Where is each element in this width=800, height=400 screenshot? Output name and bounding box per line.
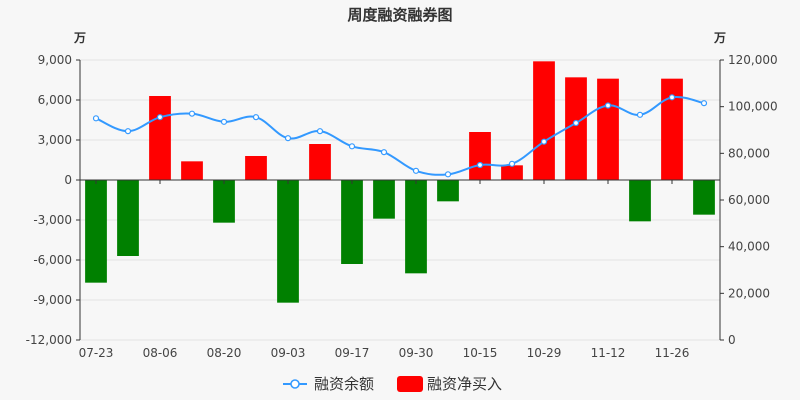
bar xyxy=(693,180,715,215)
line-point xyxy=(188,110,196,117)
right-tick-label: 120,000 xyxy=(728,53,778,67)
left-tick-label: 9,000 xyxy=(38,53,72,67)
line-point xyxy=(508,160,516,167)
bar xyxy=(85,180,107,283)
x-tick-label: 07-23 xyxy=(79,346,114,360)
bar xyxy=(309,144,331,180)
line-point xyxy=(476,161,484,169)
left-tick-label: -12,000 xyxy=(26,333,72,347)
right-tick-label: 20,000 xyxy=(728,286,770,300)
bar xyxy=(117,180,139,256)
right-tick-label: 60,000 xyxy=(728,193,770,207)
bar xyxy=(373,180,395,219)
line-point xyxy=(604,102,612,109)
left-tick-label: 0 xyxy=(64,173,72,187)
right-tick-label: 100,000 xyxy=(728,100,778,114)
legend-line-dot xyxy=(290,379,300,389)
bar xyxy=(277,180,299,303)
line-point xyxy=(668,94,676,101)
bar xyxy=(245,156,267,180)
grid-layer xyxy=(80,59,720,341)
x-tick-label: 11-26 xyxy=(655,346,690,360)
line-point xyxy=(348,143,356,150)
x-tick-label: 10-29 xyxy=(527,346,562,360)
line-point xyxy=(412,167,420,174)
legend[interactable]: 融资余额 融资净买入 xyxy=(283,375,502,393)
legend-label-net-buy: 融资净买入 xyxy=(427,375,502,393)
right-axis-unit: 万 xyxy=(713,31,726,45)
right-tick-label: 0 xyxy=(728,333,736,347)
left-tick-label: 6,000 xyxy=(38,93,72,107)
bar xyxy=(533,61,555,181)
bar xyxy=(341,180,363,264)
bar xyxy=(501,165,523,180)
bar xyxy=(213,180,235,223)
left-tick-label: 3,000 xyxy=(38,133,72,147)
right-tick-label: 80,000 xyxy=(728,146,770,160)
line-point xyxy=(316,128,324,135)
bar xyxy=(629,180,651,222)
line-point xyxy=(220,118,228,125)
axes-layer: -12,000 -9,000 -6,000 -3,000 0 3,000 6,000 9,00… xyxy=(26,53,778,360)
bar xyxy=(661,78,683,180)
x-tick-label: 08-06 xyxy=(143,346,178,360)
line-point xyxy=(444,171,452,178)
right-tick-label: 40,000 xyxy=(728,240,770,254)
legend-label-balance: 融资余额 xyxy=(314,375,374,393)
line-point xyxy=(124,128,132,135)
bar xyxy=(597,78,619,180)
line-layer xyxy=(92,94,708,178)
bars-layer xyxy=(85,61,715,303)
bar xyxy=(149,96,171,180)
x-tick-label: 11-12 xyxy=(591,346,626,360)
line-point xyxy=(636,111,644,118)
bar xyxy=(181,161,203,180)
left-tick-label: -3,000 xyxy=(33,213,72,227)
line-point xyxy=(156,114,164,121)
left-tick-label: -6,000 xyxy=(33,253,72,267)
line-point xyxy=(252,114,260,121)
legend-item-balance[interactable]: 融资余额 xyxy=(283,375,374,393)
line-point xyxy=(380,149,388,156)
left-tick-label: -9,000 xyxy=(33,293,72,307)
x-tick-label: 09-03 xyxy=(271,346,306,360)
legend-rect-marker xyxy=(397,376,423,392)
line-point xyxy=(284,135,292,142)
bar xyxy=(437,180,459,202)
bar xyxy=(469,132,491,180)
bar xyxy=(565,77,587,180)
chart-title: 周度融资融券图 xyxy=(347,6,452,24)
bar xyxy=(405,180,427,274)
legend-item-net-buy[interactable]: 融资净买入 xyxy=(397,375,502,393)
line-point xyxy=(572,119,580,127)
x-tick-label: 10-15 xyxy=(463,346,498,360)
x-tick-label: 09-17 xyxy=(335,346,370,360)
x-tick-label: 08-20 xyxy=(207,346,242,360)
line-point xyxy=(700,100,708,107)
left-axis-unit: 万 xyxy=(73,31,86,45)
line-point xyxy=(540,138,548,145)
x-tick-label: 09-30 xyxy=(399,346,434,360)
line-point xyxy=(92,115,100,122)
